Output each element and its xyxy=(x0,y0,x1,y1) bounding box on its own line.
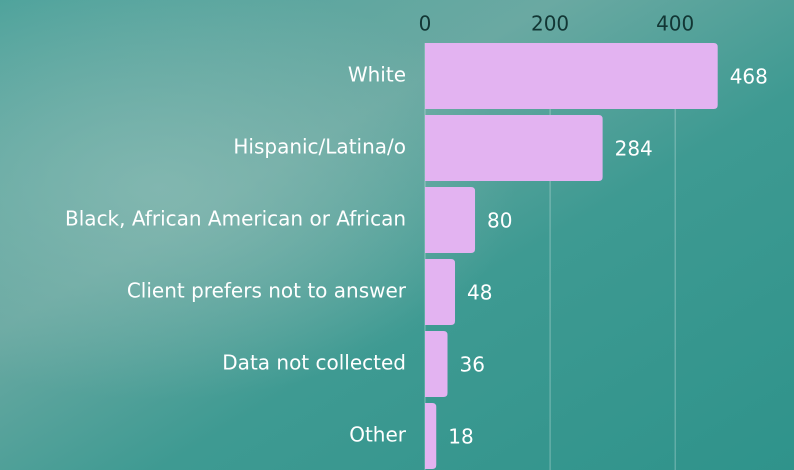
category-label: Other xyxy=(349,423,407,447)
value-label: 284 xyxy=(615,137,653,161)
bar xyxy=(425,259,456,325)
value-label: 468 xyxy=(730,65,768,89)
bar xyxy=(425,115,603,181)
value-label: 18 xyxy=(448,425,473,449)
bar xyxy=(425,403,437,469)
category-label: White xyxy=(348,63,406,87)
value-label: 80 xyxy=(487,209,512,233)
bar xyxy=(425,43,718,109)
bar xyxy=(425,187,476,253)
bar xyxy=(425,331,448,397)
x-tick-label: 200 xyxy=(531,12,569,36)
x-tick-label: 0 xyxy=(419,12,432,36)
value-label: 36 xyxy=(460,353,485,377)
category-label: Data not collected xyxy=(222,351,406,375)
category-label: Client prefers not to answer xyxy=(127,279,407,303)
category-label: Hispanic/Latina/o xyxy=(233,135,406,159)
category-label: Black, African American or African xyxy=(65,207,406,231)
x-tick-label: 400 xyxy=(656,12,694,36)
value-label: 48 xyxy=(467,281,492,305)
